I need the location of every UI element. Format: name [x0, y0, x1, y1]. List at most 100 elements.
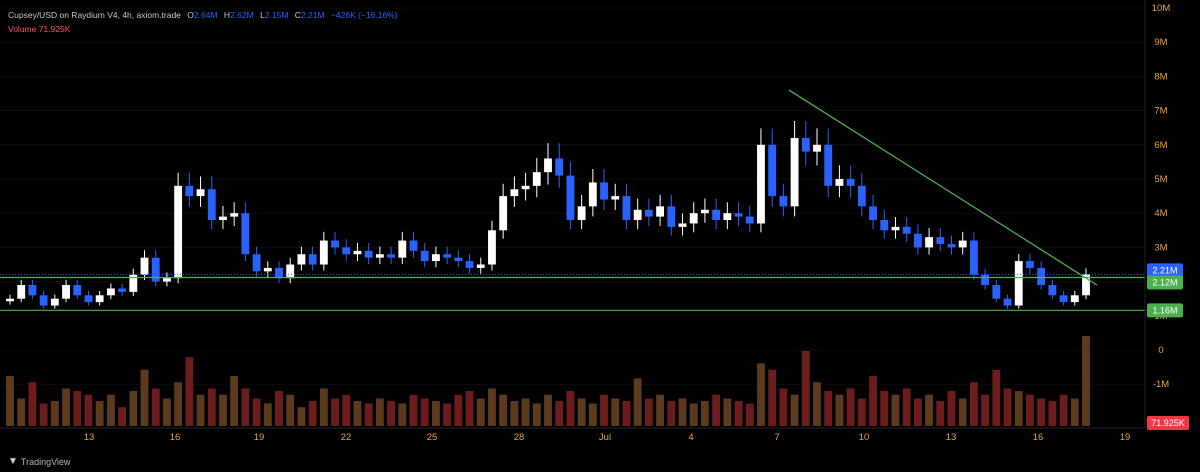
volume-bar: [510, 400, 519, 426]
volume-badge-bg: [1147, 416, 1189, 430]
tradingview-logo-icon: ▼: [8, 456, 18, 467]
x-tick-label: 4: [688, 432, 693, 443]
candle-body: [1070, 295, 1079, 303]
volume-bar: [62, 388, 70, 426]
candle-body: [869, 206, 877, 221]
volume-bar: [1014, 390, 1023, 426]
high-label: H: [223, 10, 231, 20]
close-value: 2.21M: [300, 10, 325, 20]
volume-bar: [958, 398, 967, 426]
candle-body: [28, 285, 37, 296]
candle-body: [375, 254, 384, 258]
volume-bar: [577, 398, 586, 426]
x-tick-label: 25: [427, 432, 438, 443]
candle-body: [824, 144, 833, 186]
x-tick-label: 16: [170, 432, 181, 443]
volume-bar: [162, 398, 171, 426]
volume-bar: [1003, 388, 1012, 426]
volume-bar: [95, 400, 104, 426]
candle-body: [62, 285, 70, 299]
candle-body: [95, 295, 104, 303]
y-tick-label: 9M: [1154, 37, 1167, 48]
candle-body: [936, 237, 945, 244]
candle-body: [1048, 285, 1057, 296]
y-tick-label: 5M: [1154, 174, 1167, 185]
x-tick-label: 19: [254, 432, 265, 443]
volume-bar: [521, 398, 530, 426]
candle-body: [712, 209, 721, 221]
candle-body: [745, 216, 754, 224]
volume-bar: [757, 363, 765, 426]
volume-bar: [745, 403, 754, 426]
candle-body: [129, 274, 138, 292]
volume-bar: [790, 394, 799, 426]
volume-bar: [275, 390, 283, 426]
candle-body: [286, 264, 295, 279]
volume-bar: [969, 382, 978, 426]
volume-bar: [140, 369, 149, 426]
volume-bar: [398, 403, 407, 426]
volume-bar: [600, 394, 608, 426]
candle-body: [331, 240, 339, 248]
volume-bar: [73, 390, 82, 426]
candle-body: [1082, 274, 1090, 296]
volume-bar: [17, 398, 26, 426]
y-tick-label: 6M: [1154, 140, 1167, 151]
candle-body: [353, 250, 362, 255]
candle-body: [50, 298, 59, 306]
last-price-badge-label: 2.21M: [1152, 265, 1177, 275]
candle-body: [1003, 298, 1012, 306]
level-badge-lower: 1.16M: [1147, 303, 1183, 318]
tradingview-branding[interactable]: ▼ TradingView: [8, 456, 70, 467]
volume-bar: [308, 400, 317, 426]
candle-body: [342, 247, 351, 255]
volume-bar: [185, 357, 194, 426]
candle-body: [700, 209, 709, 214]
y-tick-label: 7M: [1154, 106, 1167, 117]
volume-bar: [1059, 394, 1068, 426]
last-price-badge-bg: [1147, 263, 1183, 278]
volume-bar: [252, 398, 261, 426]
volume-bar: [219, 394, 227, 426]
low-value: 2.15M: [264, 10, 289, 20]
volume-bar: [84, 394, 93, 426]
candles: [6, 120, 1090, 309]
candle-body: [555, 158, 564, 176]
candle-body: [768, 144, 777, 197]
candle-body: [734, 213, 743, 217]
candle-body: [443, 254, 452, 258]
symbol-title[interactable]: Cupsey/USD on Raydium V4, 4h, axiom.trad…: [8, 10, 181, 20]
volume-bars: [6, 336, 1090, 426]
candle-body: [544, 158, 552, 173]
trendline: [788, 89, 1098, 286]
volume-bar: [420, 398, 429, 426]
candle-body: [219, 216, 227, 221]
volume-label[interactable]: Volume: [8, 24, 37, 34]
volume-bar: [286, 394, 295, 426]
volume-bar: [734, 400, 743, 426]
candle-body: [532, 172, 541, 186]
volume-bar: [902, 388, 911, 426]
candle-body: [420, 250, 429, 262]
candle-body: [308, 254, 317, 265]
tradingview-name: TradingView: [20, 456, 71, 467]
price-axis[interactable]: 10M9M8M7M6M5M4M3M2M1M0-1M: [1144, 0, 1171, 428]
candle-body: [969, 240, 978, 275]
candle-body: [689, 213, 698, 224]
volume-bar: [947, 390, 956, 426]
volume-bar: [913, 398, 922, 426]
volume-bar: [488, 388, 496, 426]
volume-bar: [28, 382, 37, 426]
candle-body: [207, 189, 216, 221]
volume-bar: [263, 403, 272, 426]
time-axis[interactable]: 13 16 19 22 25 28 Jul 4 7 10 13 16 19: [0, 427, 1145, 443]
volume-bar: [6, 375, 14, 426]
volume-bar: [678, 398, 687, 426]
volume-bar: [633, 378, 642, 426]
candle-body: [6, 298, 14, 302]
volume-bar: [1037, 398, 1046, 426]
candle-body: [151, 257, 160, 282]
volume-bar: [319, 388, 328, 426]
y-tick-label: 10M: [1152, 3, 1171, 14]
